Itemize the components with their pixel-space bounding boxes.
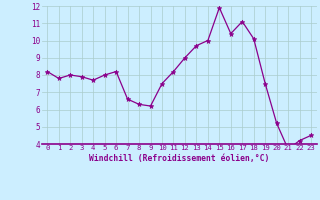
X-axis label: Windchill (Refroidissement éolien,°C): Windchill (Refroidissement éolien,°C) <box>89 154 269 163</box>
